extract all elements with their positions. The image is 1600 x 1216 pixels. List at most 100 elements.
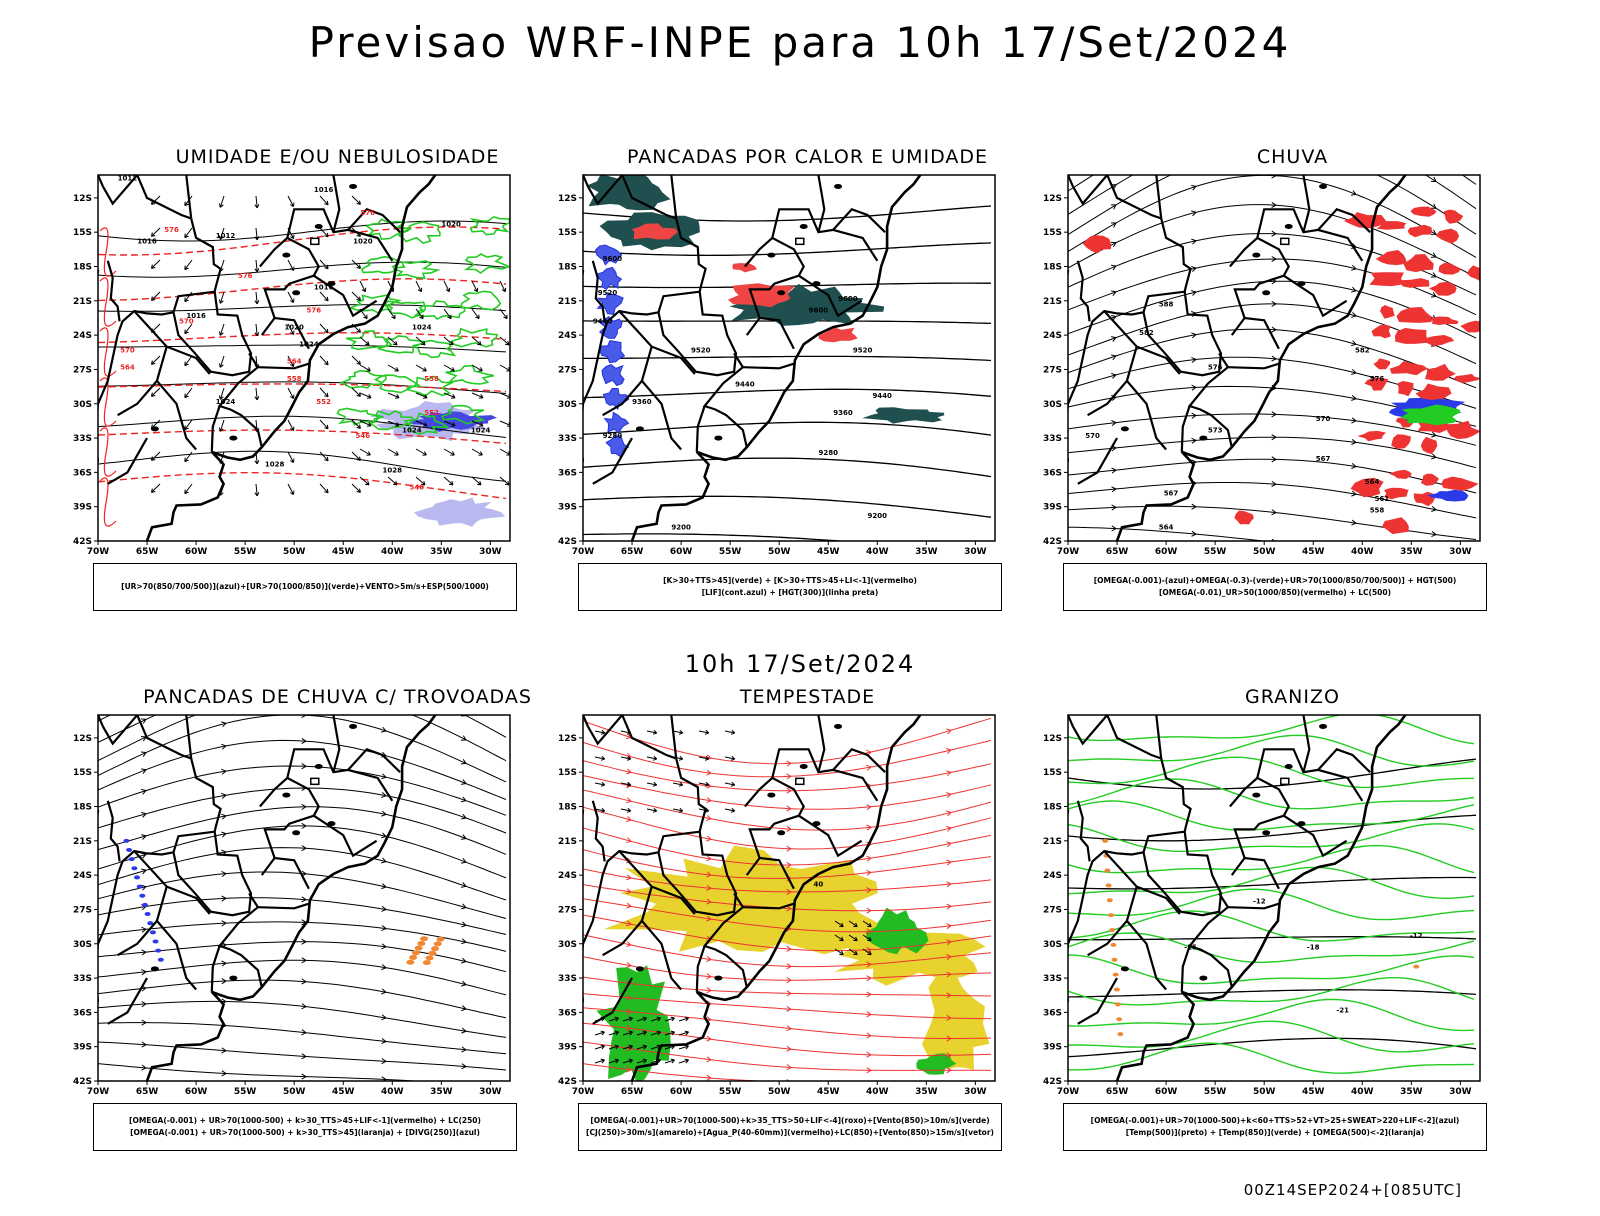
- lat-tick-label: 39S: [73, 1043, 92, 1053]
- political-border: [583, 830, 700, 1004]
- temp850-contour: [1068, 1020, 1475, 1053]
- streamline-arrow: [461, 857, 467, 864]
- contour-label: 9440: [735, 381, 755, 389]
- streamline-arrow: [866, 991, 872, 998]
- contour-label: 576: [238, 272, 253, 280]
- wind-vector: [387, 308, 396, 320]
- wind-vector: [443, 448, 455, 456]
- political-border: [210, 405, 221, 452]
- wind-vector: [471, 364, 483, 372]
- political-border: [744, 236, 805, 319]
- lon-tick-label: 40W: [866, 547, 889, 557]
- streamline-arrow: [706, 973, 712, 980]
- wind-vector: [218, 387, 225, 400]
- streamline-arrow: [706, 898, 712, 905]
- wind-vector: [359, 336, 370, 346]
- humidity-contour-green: [403, 412, 449, 436]
- political-border: [259, 236, 320, 319]
- contour-label: 1016: [186, 312, 206, 320]
- lon-tick-label: 35W: [915, 547, 938, 557]
- lat-tick-label: 21S: [558, 837, 577, 847]
- lon-tick-label: 70W: [1057, 1087, 1080, 1097]
- lake-or-island: [799, 223, 808, 229]
- lon-tick-label: 65W: [1106, 547, 1129, 557]
- streamline-arrow: [301, 737, 307, 744]
- lake-or-island: [777, 830, 786, 836]
- political-border: [832, 208, 886, 233]
- political-border: [101, 715, 222, 832]
- streamline-arrow: [786, 773, 792, 780]
- streamline-arrow: [626, 768, 632, 775]
- streamline-arrow: [947, 1084, 951, 1089]
- streamline-arrow: [461, 938, 467, 945]
- wind-vector: [319, 227, 329, 238]
- political-border: [1230, 316, 1280, 350]
- political-border: [313, 274, 378, 318]
- lc250-streamline: [98, 787, 507, 834]
- weather-map: 9600 9520 9440 9360 9280 9200 9520 9440 9360 9280…: [558, 174, 996, 557]
- lat-tick-label: 21S: [1043, 297, 1062, 307]
- lon-tick-label: 45W: [1302, 547, 1325, 557]
- hail-cell: [1102, 838, 1109, 843]
- lif-contour: [599, 340, 626, 364]
- map-geography: [1068, 175, 1407, 541]
- streamline-arrow: [1111, 373, 1117, 379]
- hgt300-line: [583, 533, 848, 541]
- lake-or-island: [1262, 830, 1271, 836]
- streamline-arrow: [866, 1011, 872, 1018]
- wind-vector: [184, 259, 193, 271]
- lake-or-island: [714, 975, 723, 981]
- political-border: [1187, 892, 1233, 988]
- wind-vector: [499, 308, 508, 320]
- streamline-arrow: [786, 1064, 792, 1071]
- wind-vector: [319, 259, 329, 270]
- wind-vector: [218, 227, 225, 240]
- wind-vector: [184, 355, 193, 367]
- lake-or-island: [812, 821, 821, 827]
- streamline-arrow: [1351, 264, 1357, 271]
- streamline-arrow: [381, 964, 387, 971]
- streamline-arrow: [786, 990, 792, 997]
- contour-label: 564: [1159, 524, 1174, 532]
- temp850-contour: [1068, 715, 1475, 745]
- political-border: [185, 175, 193, 219]
- political-border: [217, 352, 263, 448]
- hgt500-streamline: [1068, 175, 1477, 236]
- rain-cell-red: [1453, 373, 1480, 384]
- contour-label: 1012: [118, 175, 138, 183]
- map-layer: 588 582 582 576 576 570 570 573 567 567 564 564 561 5…: [1068, 175, 1480, 541]
- wind-vector: [150, 355, 161, 365]
- map-layer: [98, 715, 507, 1081]
- streamline-arrow: [301, 803, 307, 810]
- contour-label: 1020: [353, 238, 373, 246]
- lat-tick-label: 24S: [1043, 331, 1062, 341]
- streamline-arrow: [626, 837, 632, 844]
- divergence-cell: [155, 948, 162, 953]
- wind-vector: [184, 483, 193, 495]
- wind-vector: [678, 1058, 689, 1064]
- lon-tick-label: 55W: [1204, 547, 1227, 557]
- streamline-arrow: [866, 887, 872, 894]
- rain-cell-red: [1380, 305, 1395, 319]
- hail-cell: [1117, 1032, 1124, 1037]
- lif-contour: [602, 388, 630, 411]
- wind-vector: [636, 1030, 647, 1036]
- streamline-arrow: [381, 1038, 387, 1045]
- political-border: [210, 945, 221, 992]
- map-geography: [583, 715, 922, 1081]
- lat-tick-label: 21S: [1043, 837, 1062, 847]
- streamline-arrow: [946, 1035, 952, 1042]
- wind-vector: [287, 195, 295, 208]
- temp850-contour: [1068, 734, 1475, 767]
- lat-tick-label: 42S: [1043, 537, 1062, 547]
- panel-granizo: GRANIZO -15 -18 -12 -12 -21 12S 15S 18S 21S 24S 27…: [1030, 686, 1487, 1216]
- streamline-arrow: [1431, 531, 1437, 538]
- streamline-arrow: [1190, 184, 1197, 191]
- humidity-contour-green: [368, 410, 414, 431]
- lake-or-island: [327, 281, 336, 287]
- lat-tick-label: 33S: [73, 974, 92, 984]
- isobar-line: [98, 415, 507, 438]
- panel-title: GRANIZO: [1245, 686, 1340, 708]
- lake-or-island: [229, 975, 238, 981]
